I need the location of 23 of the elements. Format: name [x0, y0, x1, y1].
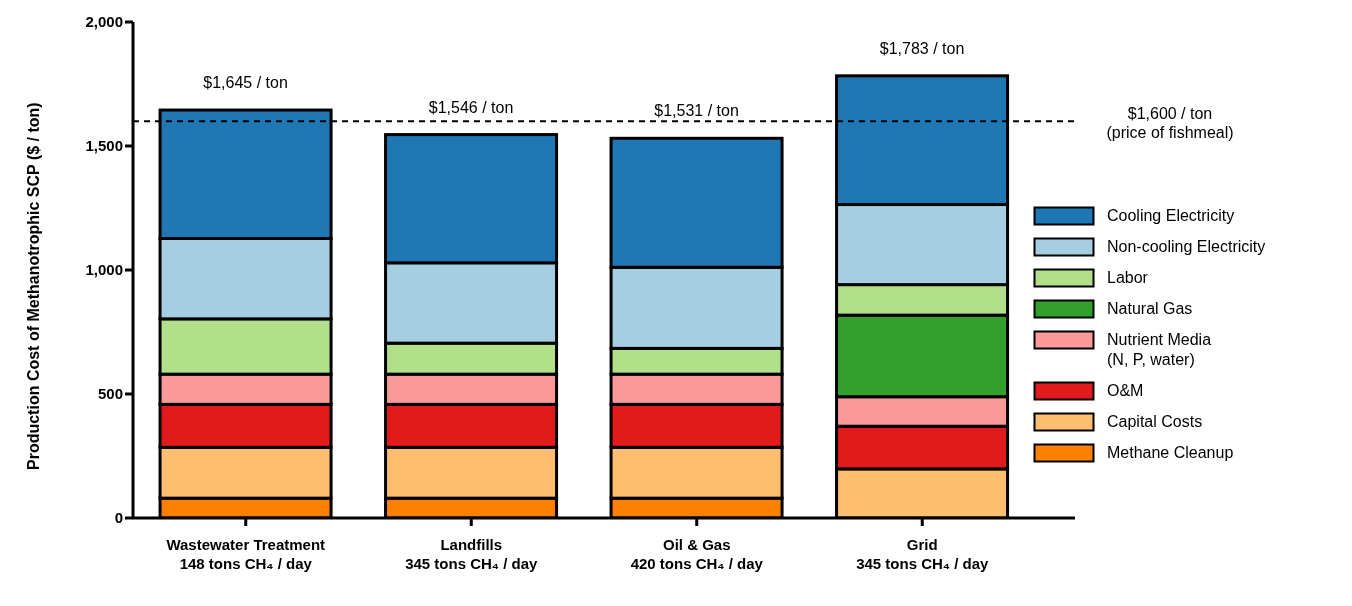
- total-label: $1,645 / ton: [203, 74, 288, 92]
- y-axis-title: Production Cost of Methanotrophic SCP ($ / ton): [24, 102, 42, 470]
- y-tick-label: 2,000: [85, 13, 123, 31]
- x-tick-label: Oil & Gas 420 tons CH₄ / day: [630, 536, 764, 572]
- x-tick-label: Landfills 345 tons CH₄ / day: [405, 536, 538, 572]
- x-tick-label: Wastewater Treatment 148 tons CH₄ / day: [166, 536, 326, 572]
- legend-label: Labor: [1107, 268, 1148, 288]
- legend-label: O&M: [1107, 381, 1144, 401]
- total-label: $1,546 / ton: [428, 98, 514, 116]
- legend-label: Non-cooling Electricity: [1107, 237, 1266, 257]
- total-label: $1,531 / ton: [654, 102, 739, 120]
- y-tick-label: 500: [97, 385, 123, 403]
- legend-label: Cooling Electricity: [1107, 206, 1235, 226]
- legend-label: Capital Costs: [1107, 412, 1203, 432]
- y-tick-label: 0: [114, 509, 123, 527]
- ref-line-label: $1,600 / ton (price of fishmeal): [1106, 105, 1234, 142]
- total-label: $1,783 / ton: [879, 39, 965, 57]
- y-tick-label: 1,000: [85, 261, 123, 279]
- x-tick-label: Grid 345 tons CH₄ / day: [856, 536, 989, 572]
- legend-label: Natural Gas: [1107, 299, 1193, 319]
- legend-label: Methane Cleanup: [1107, 443, 1234, 463]
- legend-label: Nutrient Media (N, P, water): [1107, 330, 1212, 370]
- y-tick-label: 1,500: [85, 137, 123, 155]
